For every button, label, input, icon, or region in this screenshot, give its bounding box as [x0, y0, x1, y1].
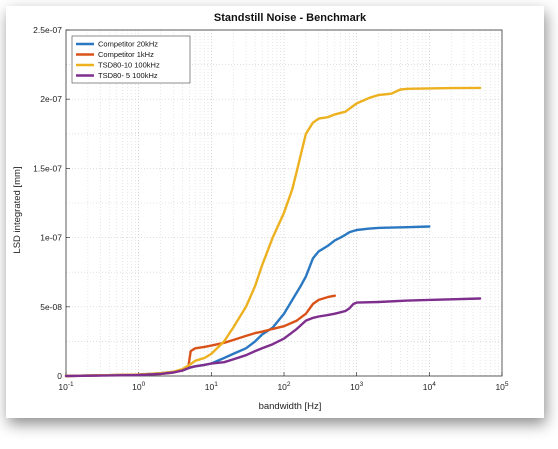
x-axis: 10-1 100 101 102 103 104 105: [58, 372, 509, 392]
x-tick-label: 10-1: [58, 381, 74, 392]
x-tick-label: 101: [205, 381, 218, 392]
x-tick-label: 100: [132, 381, 145, 392]
y-tick-label: 2.5e-07: [33, 25, 62, 35]
legend-label: Competitor 1kHz: [98, 50, 154, 59]
y-tick-label: 0: [57, 371, 62, 381]
legend-label: TSD80-10 100kHz: [98, 61, 160, 70]
series-line-3: [64, 86, 482, 378]
y-axis-label: LSD integrated [mm]: [12, 166, 23, 253]
chart-title: Standstill Noise - Benchmark: [214, 12, 367, 24]
x-tick-label: 103: [350, 381, 363, 392]
y-tick-label: 2e-07: [40, 94, 62, 104]
y-tick-label: 1.5e-07: [33, 163, 62, 173]
y-tick-label: 1e-07: [40, 233, 62, 243]
series-lines: [64, 86, 482, 378]
y-axis: 0 5e-08 1e-07 1.5e-07 2e-07 2.5e-07: [33, 25, 70, 381]
grid: [66, 30, 502, 376]
x-tick-label: 102: [277, 381, 290, 392]
series-line-4: [64, 297, 482, 378]
x-tick-label: 105: [495, 381, 508, 392]
chart: Standstill Noise - Benchmark 10-1 100 101 1…: [12, 12, 509, 412]
x-tick-label: 104: [423, 381, 436, 392]
y-tick-label: 5e-08: [40, 302, 62, 312]
legend-label: Competitor 20kHz: [98, 40, 158, 49]
x-axis-label: bandwidth [Hz]: [259, 401, 322, 412]
legend-label: TSD80- 5 100kHz: [98, 71, 158, 80]
series-line-2: [64, 294, 336, 378]
figure-window: Standstill Noise - Benchmark 10-1 100 101 1…: [6, 6, 544, 418]
